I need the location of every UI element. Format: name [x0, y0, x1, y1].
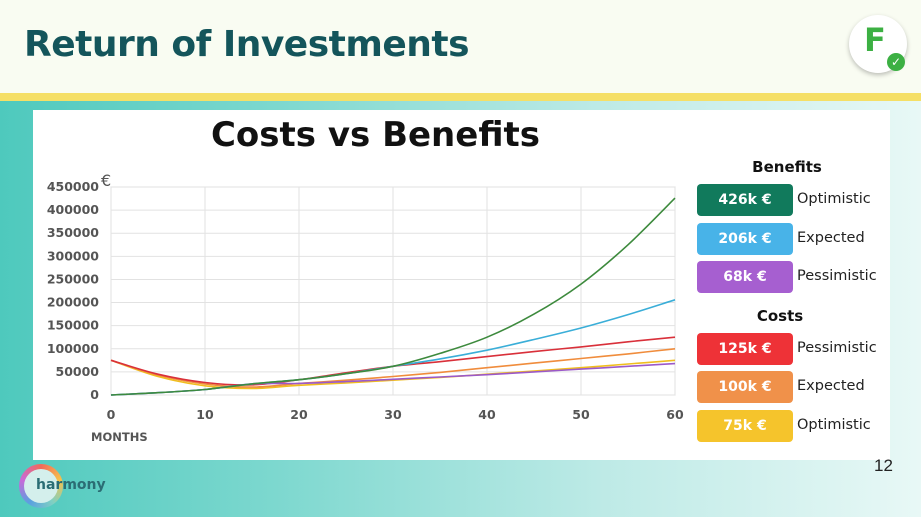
x-tick-label: 0	[107, 407, 116, 422]
legend-badge: 75k €	[697, 410, 793, 442]
slide-title: Return of Investments	[24, 24, 470, 65]
y-tick-label: 200000	[47, 295, 99, 310]
legend-item-benefits-expected: 206k € Expected	[697, 223, 887, 255]
series-line-costs-expected	[110, 348, 676, 388]
y-tick-label: 0	[90, 387, 99, 402]
chart-title: Costs vs Benefits	[210, 115, 541, 155]
legend-badge: 125k €	[697, 333, 793, 365]
x-tick-label: 20	[290, 407, 308, 422]
legend-item-costs-pessimistic: 125k € Pessimistic	[697, 333, 887, 365]
legend-heading-benefits: Benefits	[752, 158, 822, 176]
y-tick-label: 350000	[47, 225, 99, 240]
legend-badge: 68k €	[697, 261, 793, 293]
checkmark-icon: ✓	[887, 53, 905, 71]
x-tick-label: 30	[384, 407, 402, 422]
legend-label: Optimistic	[797, 417, 871, 433]
legend-badge: 100k €	[697, 371, 793, 403]
header-divider	[0, 93, 921, 101]
y-tick-label: 50000	[56, 364, 100, 379]
legend-item-costs-optimistic: 75k € Optimistic	[697, 410, 887, 442]
y-tick-label: 400000	[47, 202, 99, 217]
legend-badge: 426k €	[697, 184, 793, 216]
y-tick-label: 300000	[47, 248, 99, 263]
legend-label: Optimistic	[797, 191, 871, 207]
legend-item-costs-expected: 100k € Expected	[697, 371, 887, 403]
legend-item-benefits-pessimistic: 68k € Pessimistic	[697, 261, 887, 293]
series-line-benefits-optimistic	[110, 197, 676, 396]
legend-label: Expected	[797, 378, 865, 394]
x-tick-label: 10	[196, 407, 214, 422]
x-tick-label: 50	[572, 407, 590, 422]
legend-label: Pessimistic	[797, 340, 877, 356]
logo-letter-icon: F	[864, 21, 886, 59]
legend-label: Pessimistic	[797, 268, 877, 284]
legend-item-benefits-optimistic: 426k € Optimistic	[697, 184, 887, 216]
y-axis-label: €	[101, 171, 111, 190]
chart-panel: Costs vs Benefits 0 50000 100000 150000 2000…	[33, 110, 890, 460]
x-tick-label: 40	[478, 407, 496, 422]
x-tick-label: 60	[666, 407, 684, 422]
series-line-costs-optimistic	[110, 359, 676, 390]
brand-name: harmony	[36, 477, 106, 493]
y-tick-label: 100000	[47, 341, 99, 356]
y-tick-label: 450000	[47, 179, 99, 194]
legend-heading-costs: Costs	[756, 307, 804, 325]
brand-logo: harmony	[19, 464, 129, 510]
y-tick-label: 250000	[47, 271, 99, 286]
legend-badge: 206k €	[697, 223, 793, 255]
y-tick-label: 150000	[47, 318, 99, 333]
page-number: 12	[874, 456, 893, 475]
legend-label: Expected	[797, 230, 865, 246]
x-axis-label: MONTHS	[91, 430, 148, 444]
slide-header: Return of Investments F ✓	[0, 0, 921, 93]
logo-badge: F ✓	[849, 15, 907, 73]
line-chart: 0 50000 100000 150000 200000 250000 300000 3500…	[47, 171, 684, 444]
